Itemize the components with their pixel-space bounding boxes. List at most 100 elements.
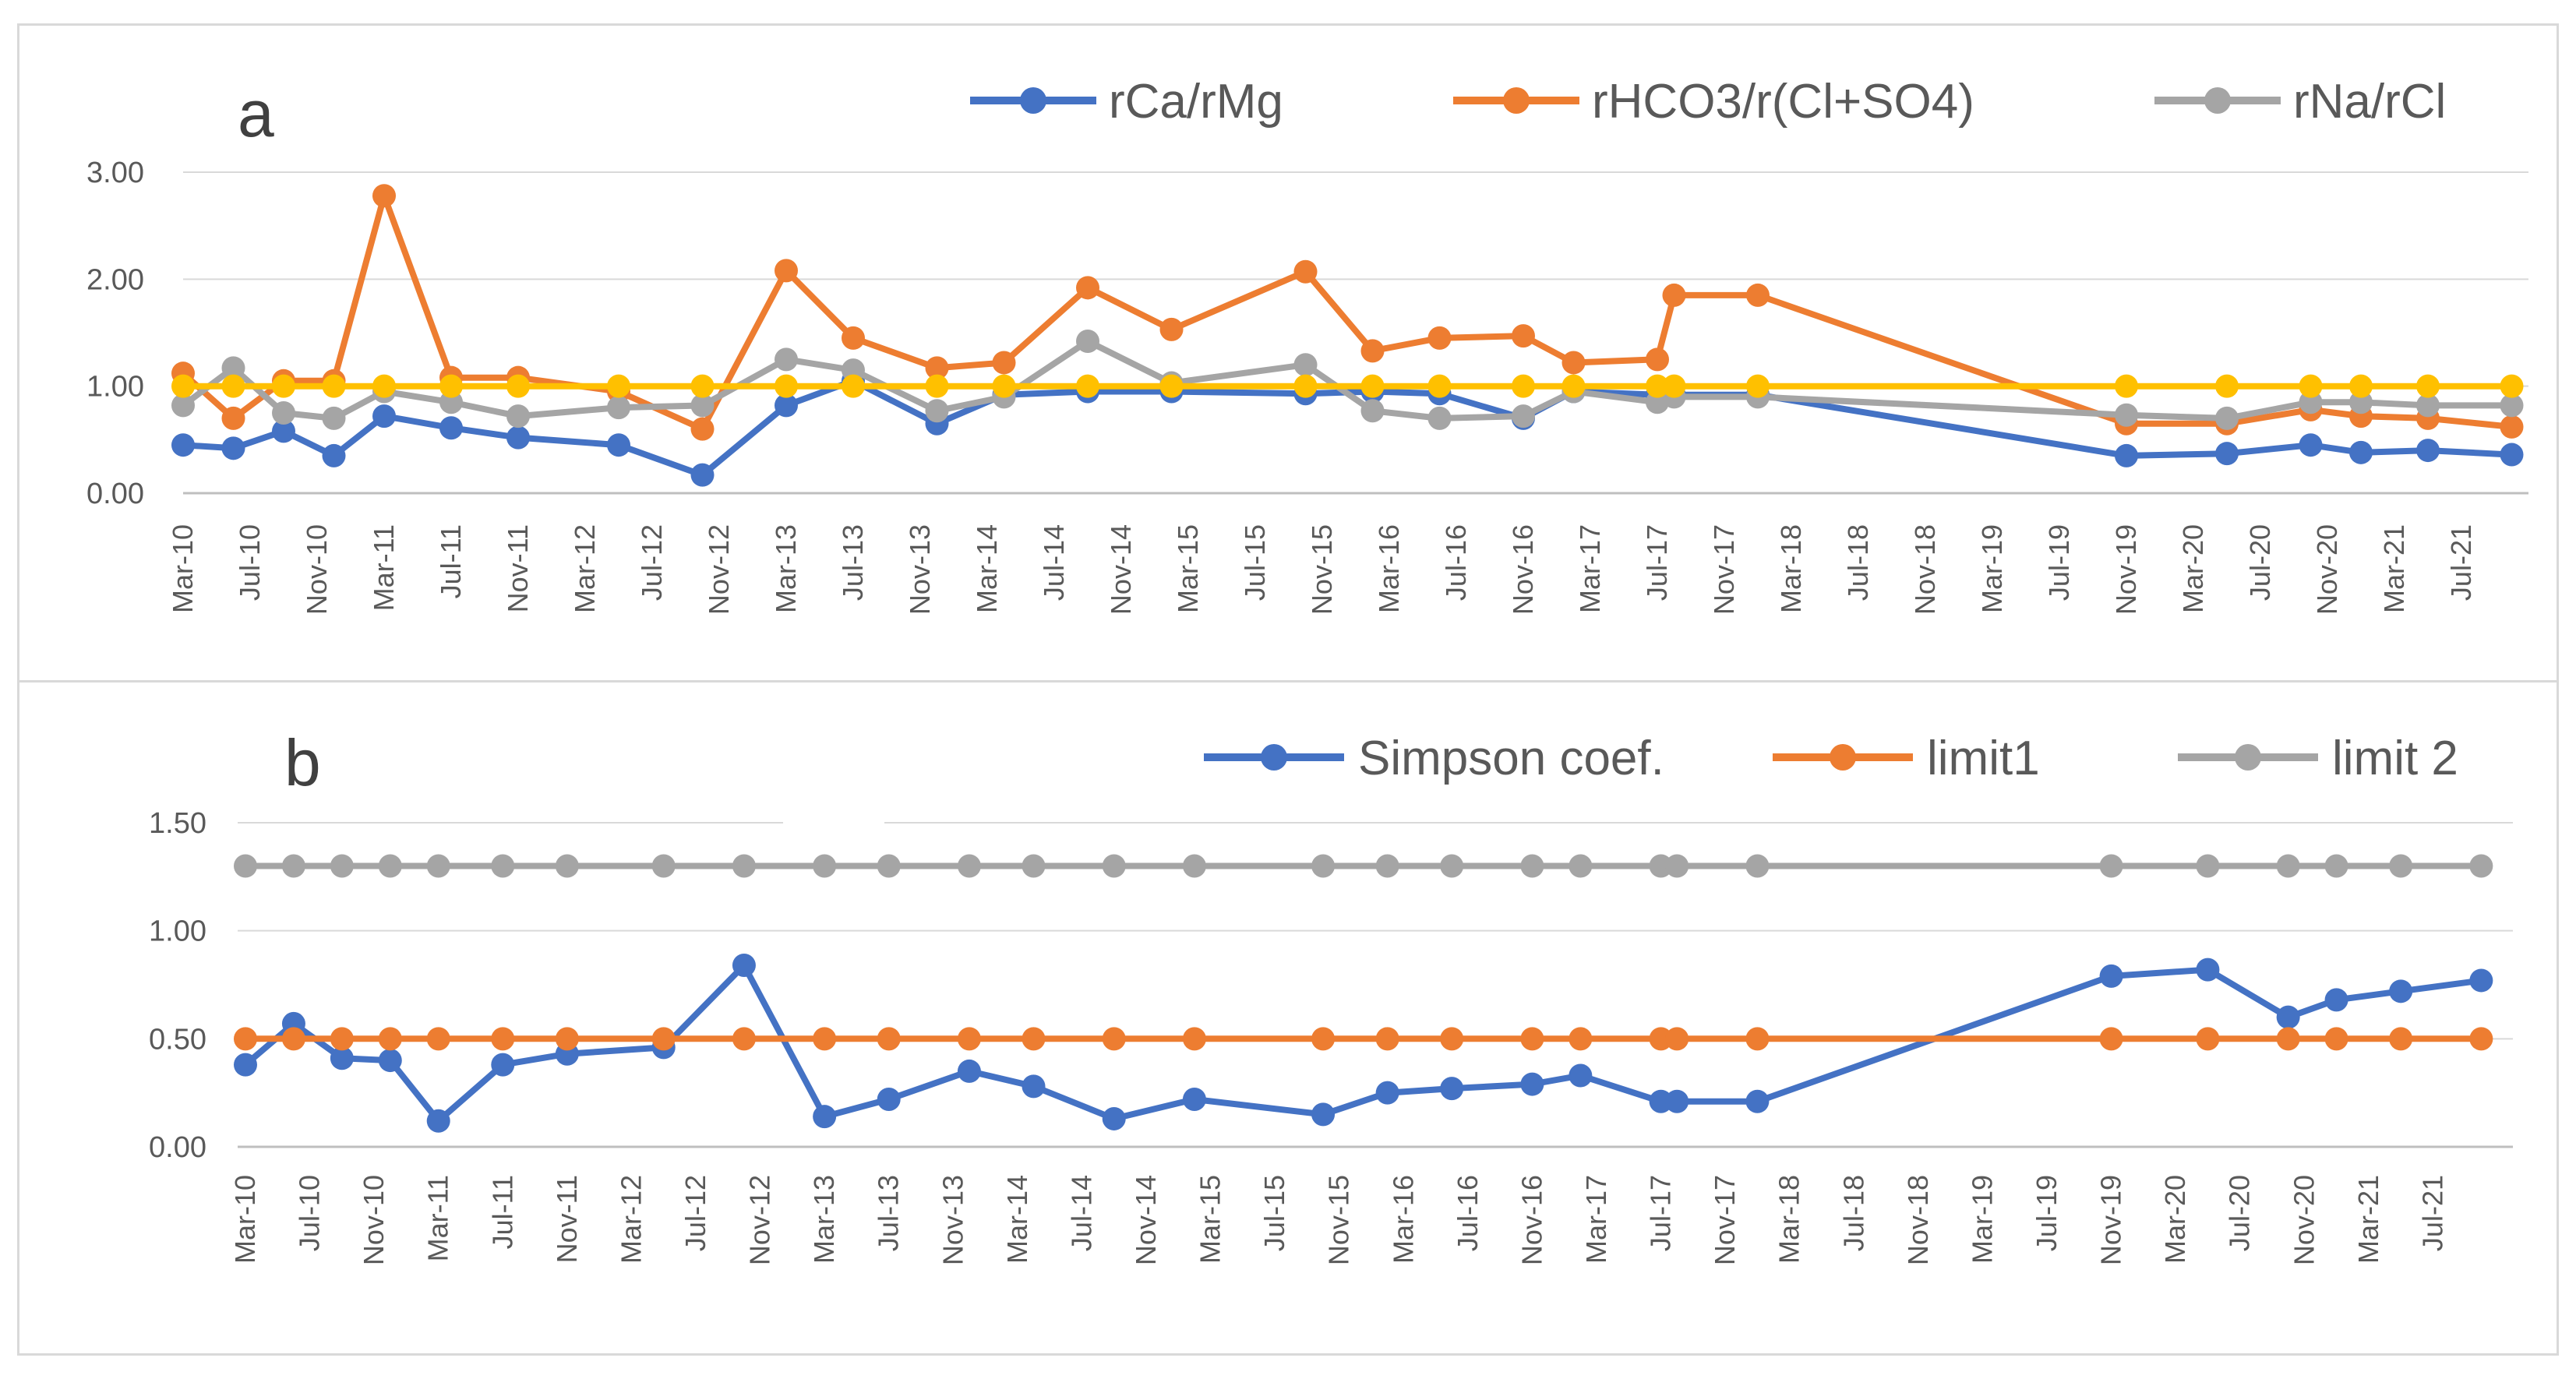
data-point-b-2: [1649, 854, 1673, 878]
x-tick-label: Jul-15: [1239, 524, 1271, 601]
x-tick-label: Mar-14: [1001, 1175, 1033, 1264]
data-point-b-0: [1745, 1089, 1770, 1113]
legend-label-simpson: Simpson coef.: [1358, 732, 1664, 785]
x-tick-label: Nov-20: [2288, 1175, 2320, 1265]
data-point-a-3: [842, 374, 865, 398]
data-point-a-0: [439, 416, 463, 440]
x-tick-label: Nov-17: [1708, 524, 1740, 615]
x-tick-label: Jul-10: [294, 1175, 326, 1251]
data-point-a-1: [775, 259, 798, 283]
x-tick-label: Mar-17: [1580, 1175, 1612, 1264]
data-point-a-0: [2349, 440, 2373, 464]
data-point-a-1: [1293, 259, 1318, 284]
legend-label-limit2: limit 2: [2332, 732, 2458, 785]
x-tick-label: Jul-14: [1038, 524, 1070, 601]
x-tick-label: Mar-10: [229, 1175, 261, 1264]
data-point-a-0: [2299, 433, 2323, 457]
data-point-a-3: [925, 374, 949, 398]
x-tick-label: Nov-12: [744, 1175, 776, 1265]
data-point-a-2: [1360, 399, 1385, 423]
data-point-a-2: [2215, 406, 2239, 430]
data-point-b-0: [2324, 988, 2348, 1012]
x-tick-label: Nov-11: [551, 1175, 583, 1263]
data-point-a-2: [2416, 393, 2440, 418]
data-point-a-2: [690, 393, 715, 418]
data-point-b-0: [1649, 1089, 1673, 1113]
x-tick-label: Jul-19: [2043, 524, 2075, 601]
data-point-b-2: [877, 854, 901, 878]
legend-label-rca-rmg: rCa/rMg: [1109, 75, 1283, 129]
data-point-a-3: [1360, 374, 1385, 398]
data-point-a-0: [221, 436, 245, 460]
data-point-a-3: [322, 374, 346, 398]
x-tick-label: Mar-12: [615, 1175, 647, 1264]
x-tick-label: Nov-18: [1902, 1175, 1934, 1265]
data-point-b-2: [281, 854, 305, 878]
data-point-a-3: [506, 374, 530, 398]
chart-a-svg: a 0.001.002.003.00 Mar-10 Jul-10 Nov-10 Mar…: [86, 75, 2528, 615]
data-point-b-1: [2324, 1027, 2348, 1051]
data-point-a-0: [2500, 443, 2524, 467]
data-point-b-1: [234, 1027, 257, 1051]
data-point-a-1: [1561, 351, 1586, 375]
x-tick-label: Jul-17: [1641, 524, 1673, 601]
data-point-a-3: [1561, 374, 1586, 398]
data-point-a-3: [2500, 374, 2524, 398]
data-point-a-3: [1746, 374, 1770, 398]
x-tick-label: Nov-13: [904, 524, 936, 615]
data-point-a-1: [1746, 283, 1770, 307]
data-point-a-0: [2115, 443, 2138, 467]
x-tick-label: Nov-15: [1306, 524, 1338, 615]
data-point-b-2: [1102, 854, 1126, 878]
x-tick-label: Jul-14: [1065, 1175, 1097, 1251]
data-point-b-1: [2099, 1027, 2123, 1051]
data-point-b-1: [1649, 1027, 1673, 1051]
data-point-a-2: [439, 390, 463, 414]
data-point-b-0: [877, 1087, 901, 1111]
data-point-b-1: [491, 1027, 515, 1051]
data-point-a-2: [272, 401, 295, 425]
y-tick-label: 0.50: [149, 1023, 206, 1056]
legend-marker-rna-rcl: [2204, 87, 2231, 114]
chart-a-y-axis: 0.00 1.00 2.00 3.00: [86, 157, 144, 510]
x-tick-label: Mar-17: [1574, 524, 1606, 613]
data-point-b-1: [378, 1027, 402, 1051]
data-point-b-1: [281, 1027, 305, 1051]
x-tick-label: Mar-10: [167, 524, 199, 613]
data-point-b-0: [1520, 1072, 1544, 1096]
x-tick-label: Nov-19: [2110, 524, 2142, 615]
data-point-a-1: [372, 184, 396, 208]
data-point-b-2: [1440, 854, 1464, 878]
data-point-a-0: [322, 443, 346, 467]
data-point-a-1: [221, 406, 245, 430]
data-point-a-2: [1512, 404, 1535, 429]
data-point-b-2: [1311, 854, 1336, 878]
legend-marker-limit2: [2235, 744, 2261, 771]
data-point-a-0: [2215, 442, 2239, 466]
x-tick-label: Mar-13: [808, 1175, 840, 1264]
x-tick-label: Mar-20: [2177, 524, 2209, 613]
x-tick-label: Jul-21: [2445, 524, 2477, 601]
data-point-b-1: [1440, 1027, 1464, 1051]
data-point-a-0: [607, 433, 630, 457]
series-line-b-0: [242, 962, 2485, 1124]
data-point-a-2: [322, 406, 346, 430]
data-point-a-3: [372, 374, 396, 398]
chart-panel-a: a 0.00 1.00 2.00 3.00 Mar-10 Jul-10 Nov-10 Mar…: [17, 23, 2559, 682]
data-point-b-2: [2389, 854, 2413, 878]
data-point-a-0: [775, 393, 798, 418]
legend-entry-limit2: limit 2: [2178, 732, 2458, 785]
x-tick-label: Mar-14: [971, 524, 1003, 613]
x-tick-label: Jul-11: [486, 1175, 518, 1249]
data-point-a-1: [1662, 283, 1686, 307]
data-point-a-1: [1427, 326, 1452, 350]
data-point-a-1: [1512, 324, 1535, 348]
x-tick-label: Jul-18: [1842, 524, 1874, 601]
data-point-a-1: [1076, 276, 1099, 300]
data-point-a-3: [439, 374, 463, 398]
data-point-b-1: [1311, 1027, 1336, 1051]
data-point-b-1: [1520, 1027, 1544, 1051]
data-point-b-0: [1022, 1074, 1046, 1099]
chart-b-y-axis: 0.00 0.50 1.00 1.50: [149, 807, 206, 1164]
data-point-b-2: [1520, 854, 1544, 878]
